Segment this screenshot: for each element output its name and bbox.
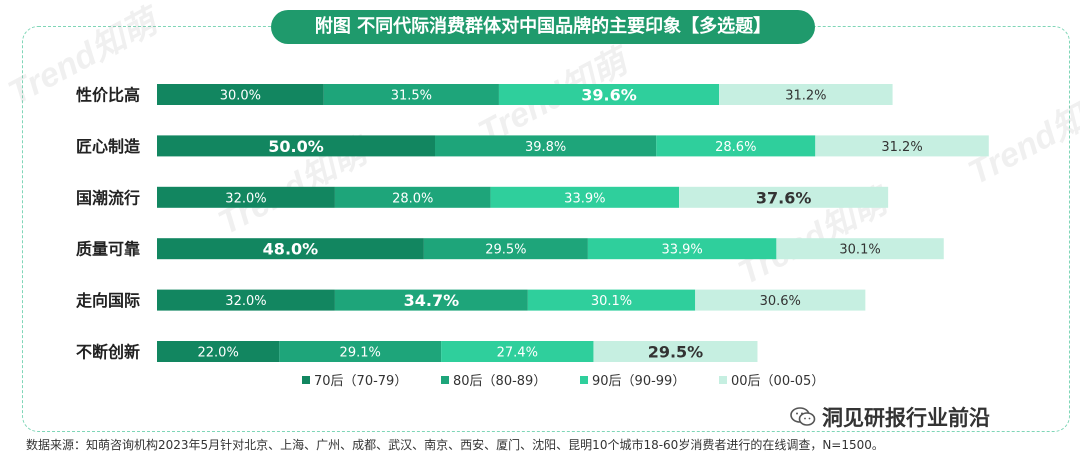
data-label: 30.1%	[591, 294, 632, 309]
category-label: 匠心制造	[76, 137, 141, 156]
brand-signature: 洞见研报行业前沿	[790, 402, 990, 432]
data-label: 32.0%	[225, 191, 266, 206]
brand-name: 洞见研报行业前沿	[822, 406, 990, 430]
legend-label: 70后（70-79）	[314, 374, 407, 389]
legend-swatch	[302, 376, 310, 384]
data-label: 50.0%	[268, 137, 324, 156]
data-label: 29.5%	[648, 343, 704, 362]
bar-segment	[423, 238, 588, 260]
data-label: 30.0%	[220, 89, 261, 104]
legend-swatch	[580, 376, 588, 384]
data-label: 34.7%	[404, 291, 460, 310]
bar-segment	[334, 289, 528, 311]
legend-label: 90后（90-99）	[592, 374, 685, 389]
category-label: 性价比高	[76, 86, 140, 105]
data-label: 33.9%	[564, 191, 605, 206]
legend-swatch	[719, 376, 727, 384]
data-label: 28.0%	[392, 191, 433, 206]
legend-label: 00后（00-05）	[731, 374, 824, 389]
data-label: 22.0%	[198, 346, 239, 361]
bar-segment	[334, 186, 491, 208]
data-label: 29.5%	[485, 243, 526, 258]
category-label: 国潮流行	[76, 188, 140, 207]
data-label: 31.2%	[881, 140, 922, 155]
bar-segment	[157, 238, 424, 260]
data-label: 31.5%	[391, 89, 432, 104]
chart-title: 附图 不同代际消费群体对中国品牌的主要印象【多选题】	[271, 10, 815, 44]
category-label: 质量可靠	[76, 240, 140, 259]
bar-segment	[157, 289, 335, 311]
source-note: 数据来源：知萌咨询机构2023年5月针对北京、上海、广州、成都、武汉、南京、西安…	[26, 438, 884, 452]
bar-segment	[157, 341, 280, 362]
bar-segment	[157, 135, 435, 157]
bar-segment	[679, 186, 889, 208]
bar-segment	[587, 238, 777, 260]
bar-segment	[157, 84, 324, 105]
bar-segment	[815, 135, 989, 157]
data-label: 48.0%	[263, 240, 319, 259]
bar-segment	[593, 341, 758, 362]
wechat-icon	[790, 407, 816, 426]
data-label: 27.4%	[497, 346, 538, 361]
data-label: 39.8%	[525, 140, 566, 155]
bar-segment	[695, 289, 866, 311]
data-label: 39.6%	[581, 86, 637, 105]
data-label: 30.6%	[760, 294, 801, 309]
data-label: 32.0%	[225, 294, 266, 309]
bar-segment	[279, 341, 442, 362]
data-label: 30.1%	[839, 243, 880, 258]
bar-segment	[656, 135, 816, 157]
category-label: 不断创新	[76, 343, 140, 362]
category-label: 走向国际	[75, 291, 140, 310]
data-label: 33.9%	[661, 243, 702, 258]
bar-segment	[498, 84, 720, 105]
data-label: 37.6%	[756, 188, 812, 207]
bar-segment	[719, 84, 893, 105]
legend-label: 80后（80-89）	[453, 374, 546, 389]
bar-segment	[527, 289, 696, 311]
data-label: 31.2%	[785, 89, 826, 104]
bar-segment	[490, 186, 680, 208]
bar-segment	[157, 186, 335, 208]
legend-swatch	[441, 376, 449, 384]
bar-segment	[435, 135, 657, 157]
bar-segment	[776, 238, 944, 260]
data-label: 28.6%	[715, 140, 756, 155]
data-label: 29.1%	[340, 346, 381, 361]
bar-segment	[441, 341, 594, 362]
bar-segment	[323, 84, 499, 105]
